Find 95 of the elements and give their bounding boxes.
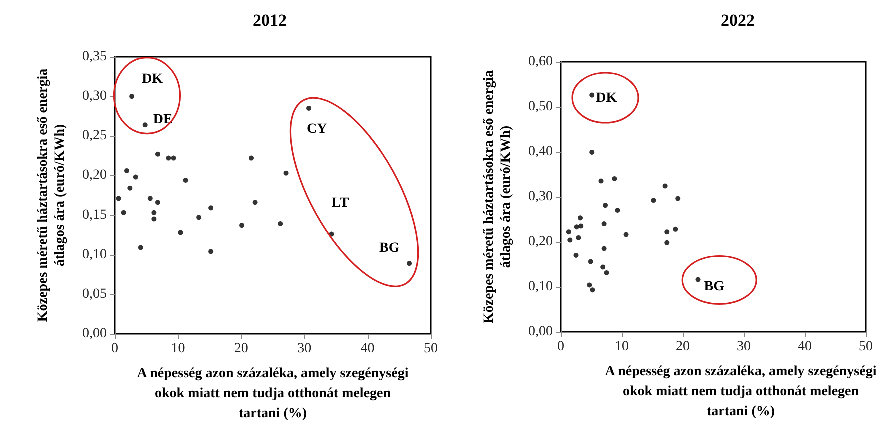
x-tick-label: 50 — [859, 340, 873, 354]
point — [407, 261, 412, 266]
chart-title: 2022 — [721, 11, 755, 30]
point — [138, 245, 144, 250]
point — [664, 230, 670, 235]
x-tick-label: 10 — [171, 342, 186, 356]
point — [576, 235, 582, 240]
point — [603, 203, 608, 208]
x-tick-label: 20 — [234, 342, 248, 356]
point — [152, 210, 157, 216]
point — [664, 240, 670, 246]
point — [124, 168, 130, 174]
point — [590, 150, 595, 155]
point — [166, 156, 172, 161]
point — [249, 156, 254, 161]
point — [588, 259, 594, 264]
y-tick-label: 0,40 — [528, 144, 553, 160]
point — [578, 224, 584, 229]
point — [178, 230, 184, 236]
x-axis-title: A népesség azon százaléka, amely szegénységi okok miatt nem tudja otthonát melegen tartani (%) — [605, 364, 877, 420]
x-axis-title: A népesség azon százaléka, amely szegénységi okok miatt nem tudja otthonát melegen tartani (%) — [137, 366, 409, 422]
x-tick-label: 30 — [737, 340, 751, 354]
point — [662, 184, 668, 189]
x-tick-label: 10 — [615, 340, 629, 354]
y-tick-label: 0,15 — [82, 208, 107, 223]
point — [133, 174, 138, 180]
point — [676, 196, 681, 202]
point — [578, 216, 584, 221]
chart-title: 2012 — [253, 11, 287, 30]
point — [568, 238, 573, 243]
point — [155, 152, 160, 157]
point — [152, 216, 157, 222]
point — [602, 222, 607, 226]
point — [587, 282, 592, 288]
y-tick-label: 0,30 — [82, 89, 107, 104]
point — [155, 200, 160, 206]
y-axis-title: Közepes méretű háztartásokra eső energia átlagos ára (euró/KWh) — [482, 70, 514, 324]
point — [574, 224, 580, 230]
point — [121, 210, 126, 216]
annotation: DK — [596, 90, 618, 106]
y-tick-label: 0,20 — [82, 168, 107, 184]
point — [615, 208, 620, 213]
point — [574, 253, 579, 258]
y-tick-label: 0,60 — [528, 54, 553, 70]
annotation: CY — [307, 122, 328, 137]
point — [696, 277, 701, 282]
point — [148, 196, 153, 202]
point — [252, 200, 258, 206]
point — [208, 249, 214, 254]
point — [128, 186, 133, 191]
annotation: BG — [380, 241, 400, 256]
point — [604, 270, 610, 276]
y-tick-label: 0,10 — [82, 247, 107, 262]
point — [673, 226, 678, 232]
point — [612, 176, 618, 182]
point — [183, 178, 188, 183]
x-tick-label: 50 — [424, 342, 438, 356]
y-tick-label: 0,00 — [82, 326, 107, 342]
y-tick-label: 0,35 — [82, 50, 107, 64]
x-tick-label: 40 — [798, 340, 812, 354]
point — [600, 264, 606, 270]
annotation: BG — [704, 279, 725, 294]
y-tick-label: 0,25 — [82, 128, 107, 144]
point — [284, 170, 289, 176]
point — [306, 106, 312, 111]
point — [598, 178, 604, 184]
y-tick-label: 0,00 — [528, 324, 553, 340]
point — [278, 221, 284, 226]
y-tick-label: 0,20 — [528, 234, 553, 250]
x-tick-label: 30 — [298, 342, 312, 356]
x-tick-label: 0 — [558, 340, 564, 354]
y-tick-label: 0,50 — [528, 100, 553, 114]
point — [602, 246, 607, 252]
x-tick-label: 40 — [360, 342, 375, 356]
point — [116, 196, 122, 202]
point — [590, 92, 595, 98]
y-tick-label: 0,30 — [528, 190, 553, 204]
y-axis-title: Közepes méretű háztartásokra eső energia átlagos ára (euró/KWh) — [36, 68, 68, 322]
point — [624, 232, 629, 238]
x-tick-label: 20 — [676, 340, 690, 354]
y-tick-label: 0,10 — [528, 280, 553, 294]
annotation: LT — [332, 196, 350, 211]
point — [171, 156, 176, 161]
point — [566, 230, 572, 235]
annotation: DE — [153, 112, 173, 128]
point — [208, 206, 214, 211]
point — [130, 94, 135, 100]
point — [142, 122, 148, 128]
point — [196, 215, 202, 220]
point — [590, 288, 596, 293]
x-tick-label: 0 — [112, 342, 118, 356]
y-tick-label: 0,05 — [82, 286, 107, 302]
point — [240, 223, 245, 228]
annotation: DK — [142, 72, 164, 88]
point — [651, 198, 656, 204]
